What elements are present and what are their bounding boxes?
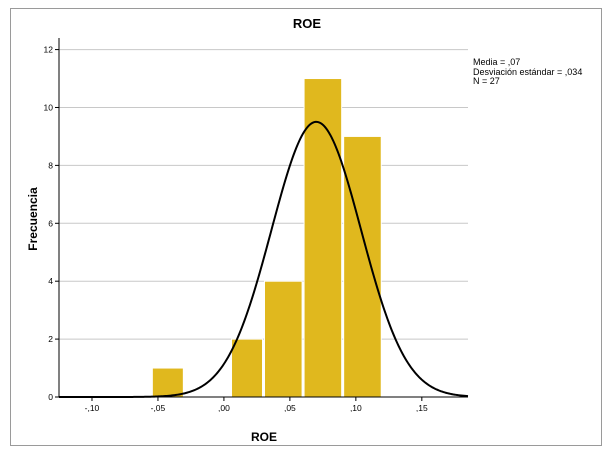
y-tick-label: 0	[48, 392, 53, 402]
x-tick-label: -,10	[85, 403, 100, 413]
x-tick-label: ,10	[350, 403, 362, 413]
y-tick-label: 12	[44, 45, 54, 55]
y-tick-label: 2	[48, 334, 53, 344]
chart-title: ROE	[292, 16, 322, 31]
histogram-bar-1	[231, 338, 263, 398]
stats-n: N = 27	[473, 76, 500, 86]
histogram-bar-3	[303, 78, 343, 398]
histogram-bar-4	[343, 135, 382, 398]
histogram-bar-0	[151, 367, 184, 398]
x-tick-label: ,05	[284, 403, 296, 413]
plot-area	[59, 38, 468, 397]
x-tick-label: -,05	[151, 403, 166, 413]
x-axis-label: ROE	[250, 430, 278, 444]
y-tick-label: 10	[44, 102, 54, 112]
stats-mean: Media = ,07	[473, 57, 521, 67]
stats-sd: Desviación estándar = ,034	[473, 66, 583, 77]
y-tick-label: 8	[48, 160, 53, 170]
histogram-bar-2	[264, 280, 303, 398]
x-tick-label: ,00	[218, 403, 230, 413]
stats-legend: Media = ,07 Desviación estándar = ,034 N…	[473, 57, 583, 87]
y-tick-label: 4	[48, 276, 53, 286]
x-tick-label: ,15	[416, 403, 428, 413]
y-tick-label: 6	[48, 218, 53, 228]
